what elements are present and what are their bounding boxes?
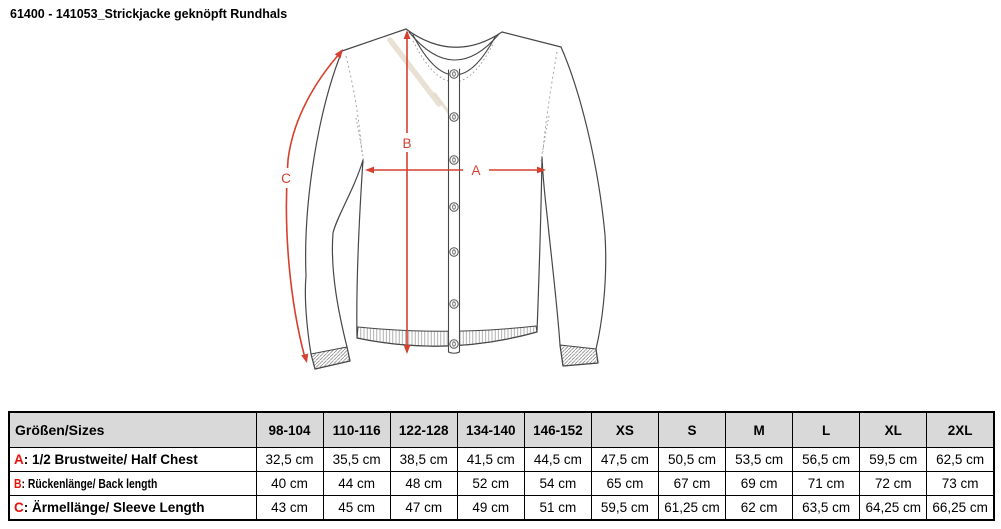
size-value-cell: 73 cm xyxy=(926,471,995,496)
button-detail xyxy=(449,69,459,79)
size-value-cell: 63,5 cm xyxy=(792,495,861,521)
measure-label-c: C xyxy=(281,171,291,186)
buttonhole-detail xyxy=(452,157,456,163)
table-row: C: Ärmellänge/ Sleeve Length 43 cm 45 cm 47… xyxy=(8,495,995,521)
measurement-key-letter: C xyxy=(14,500,24,515)
size-value-cell: 59,5 cm xyxy=(859,447,928,472)
size-value-cell: 41,5 cm xyxy=(456,447,525,472)
measure-arrow-a: A xyxy=(365,161,546,178)
size-value-cell: 35,5 cm xyxy=(322,447,391,472)
size-value-cell: 59,5 cm xyxy=(590,495,659,521)
button-detail xyxy=(449,247,459,257)
size-value-cell: 51 cm xyxy=(523,495,592,521)
table-title-cell: Größen/Sizes xyxy=(8,411,257,448)
button-detail xyxy=(449,202,459,212)
button-detail xyxy=(449,299,459,309)
scan-streak-2 xyxy=(433,92,451,115)
placket-bottom-edge xyxy=(447,351,461,354)
size-column-header: 122-128 xyxy=(389,411,458,448)
size-column-header: XL xyxy=(859,411,928,448)
measurement-key-letter: A xyxy=(14,452,24,467)
size-value-cell: 67 cm xyxy=(657,471,727,496)
size-table: Größen/Sizes 98-104 110-116 122-128 134-140 1… xyxy=(8,411,995,521)
button-detail xyxy=(449,112,459,122)
size-value-cell: 49 cm xyxy=(456,495,525,521)
measure-label-b: B xyxy=(402,136,411,151)
size-value-cell: 44 cm xyxy=(322,471,391,496)
buttonhole-detail xyxy=(452,249,456,255)
garment-diagram: A B C xyxy=(276,28,607,370)
size-column-header: 2XL xyxy=(926,411,995,448)
size-value-cell: 69 cm xyxy=(725,471,794,496)
hem-ribbing xyxy=(356,325,538,347)
size-value-cell: 62 cm xyxy=(725,495,794,521)
size-column-header: 134-140 xyxy=(456,411,525,448)
table-row: A: 1/2 Brustweite/ Half Chest 32,5 cm 35,5… xyxy=(8,447,995,472)
size-value-cell: 56,5 cm xyxy=(792,447,861,472)
size-value-cell: 43 cm xyxy=(255,495,324,521)
size-value-cell: 50,5 cm xyxy=(657,447,727,472)
measure-label-a: A xyxy=(471,163,480,178)
left-armhole-stitches xyxy=(345,55,363,155)
measure-arrow-b: B xyxy=(397,30,417,354)
page-title: 61400 - 141053_Strickjacke geknöpft Rund… xyxy=(10,7,288,21)
measurement-row-label: C: Ärmellänge/ Sleeve Length xyxy=(8,495,257,521)
size-value-cell: 64,25 cm xyxy=(859,495,928,521)
size-value-cell: 47 cm xyxy=(389,495,458,521)
size-value-cell: 54 cm xyxy=(523,471,592,496)
measurement-key-letter: B xyxy=(14,476,22,491)
size-column-header: 146-152 xyxy=(523,411,592,448)
size-column-header: S xyxy=(657,411,727,448)
scan-streak xyxy=(387,37,442,107)
size-value-cell: 45 cm xyxy=(322,495,391,521)
size-value-cell: 47,5 cm xyxy=(590,447,659,472)
size-column-header: 98-104 xyxy=(255,411,324,448)
buttonhole-detail xyxy=(452,71,456,77)
size-value-cell: 52 cm xyxy=(456,471,525,496)
size-value-cell: 62,5 cm xyxy=(926,447,995,472)
size-value-cell: 66,25 cm xyxy=(926,495,995,521)
button-detail xyxy=(449,155,459,165)
measurement-label-text: : 1/2 Brustweite/ Half Chest xyxy=(23,452,198,467)
size-value-cell: 72 cm xyxy=(859,471,928,496)
buttonhole-detail xyxy=(452,114,456,120)
size-column-header: L xyxy=(792,411,861,448)
right-cuff xyxy=(559,344,599,367)
measure-arrow-c: C xyxy=(276,49,343,363)
size-value-cell: 65 cm xyxy=(590,471,659,496)
left-underarm-stitches xyxy=(355,117,365,164)
size-value-cell: 61,25 cm xyxy=(657,495,727,521)
size-column-header: 110-116 xyxy=(322,411,391,448)
size-value-cell: 53,5 cm xyxy=(725,447,794,472)
table-row: B: Rückenlänge/ Back length 40 cm 44 cm 48 … xyxy=(8,471,995,496)
size-value-cell: 44,5 cm xyxy=(523,447,592,472)
measurement-row-label: A: 1/2 Brustweite/ Half Chest xyxy=(8,447,257,472)
size-value-cell: 38,5 cm xyxy=(389,447,458,472)
buttons xyxy=(449,69,459,349)
neckband-arc xyxy=(408,31,500,61)
left-cuff xyxy=(310,346,351,370)
size-column-header: M xyxy=(725,411,794,448)
buttonhole-detail xyxy=(452,341,456,347)
measurement-label-text: : Rückenlänge/ Back length xyxy=(21,476,158,491)
size-value-cell: 32,5 cm xyxy=(255,447,324,472)
size-column-header: XS xyxy=(590,411,659,448)
measurement-label-text: : Ärmellänge/ Sleeve Length xyxy=(23,500,205,515)
button-detail xyxy=(449,339,459,349)
buttonhole-detail xyxy=(452,204,456,210)
right-underarm-stitches xyxy=(540,115,550,162)
measurement-row-label: B: Rückenlänge/ Back length xyxy=(8,471,257,496)
size-value-cell: 48 cm xyxy=(389,471,458,496)
right-armhole-stitches xyxy=(542,51,558,153)
size-value-cell: 40 cm xyxy=(255,471,324,496)
size-value-cell: 71 cm xyxy=(792,471,861,496)
buttonhole-detail xyxy=(452,301,456,307)
